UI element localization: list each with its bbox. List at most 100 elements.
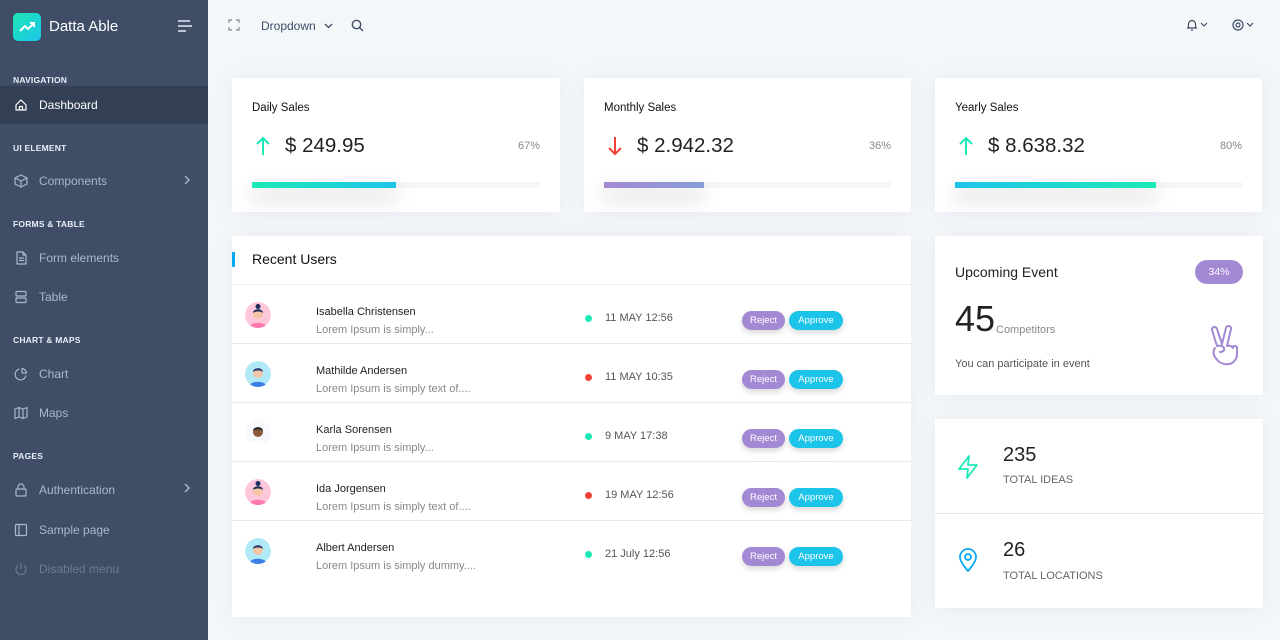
event-title: Upcoming Event <box>955 264 1058 280</box>
recent-users-card: Recent Users Isabella Christensen Lorem … <box>232 236 911 617</box>
user-description: Lorem Ipsum is simply text of.... <box>316 383 471 395</box>
progress-bar <box>955 182 1242 188</box>
event-badge: 34% <box>1195 260 1243 284</box>
nav-caption: PAGES <box>13 451 44 461</box>
sidebar-item-sample-page[interactable]: Sample page <box>0 510 208 550</box>
stat-title: Monthly Sales <box>604 102 677 114</box>
stat-value: $ 2.942.32 <box>637 134 734 157</box>
user-description: Lorem Ipsum is simply text of.... <box>316 501 471 513</box>
progress-fill <box>604 182 705 188</box>
sidebar-item-label: Table <box>39 290 68 304</box>
stat-value: $ 8.638.32 <box>988 134 1085 157</box>
table-row: Albert Andersen Lorem Ipsum is simply du… <box>232 521 911 580</box>
sidebar-item-table[interactable]: Table <box>0 278 208 316</box>
reject-button[interactable]: Reject <box>742 311 785 330</box>
gear-icon[interactable] <box>1231 18 1255 32</box>
sidebar-item-label: Disabled menu <box>39 562 120 576</box>
status-dot <box>585 551 592 558</box>
ideas-label: TOTAL IDEAS <box>1003 474 1074 486</box>
power-icon <box>15 563 27 576</box>
arrow-up-icon <box>256 136 270 155</box>
user-date: 21 July 12:56 <box>605 548 671 560</box>
sidebar-item-authentication[interactable]: Authentication <box>0 470 208 510</box>
arrow-up-icon <box>959 136 973 155</box>
chevron-right-icon <box>184 175 190 185</box>
sidebar-item-label: Authentication <box>39 483 116 497</box>
avatar <box>245 538 271 564</box>
server-icon <box>15 290 27 304</box>
menu-toggle-icon[interactable] <box>177 19 193 33</box>
victory-hand-icon <box>1210 324 1238 366</box>
locations-label: TOTAL LOCATIONS <box>1003 570 1103 582</box>
nav-caption: UI ELEMENT <box>13 143 67 153</box>
brand[interactable]: Datta Able <box>0 0 208 53</box>
status-dot <box>585 315 592 322</box>
user-name: Mathilde Andersen <box>316 365 408 377</box>
status-dot <box>585 433 592 440</box>
chevron-down-icon <box>324 23 333 29</box>
stat-title: Yearly Sales <box>955 102 1019 114</box>
trending-up-icon <box>13 12 41 41</box>
sidebar-item-label: Dashboard <box>39 98 98 112</box>
progress-fill <box>955 182 1156 188</box>
sidebar-item-form-elements[interactable]: Form elements <box>0 238 208 278</box>
user-date: 19 MAY 12:56 <box>605 489 674 501</box>
user-description: Lorem Ipsum is simply... <box>316 442 434 454</box>
table-row: Karla Sorensen Lorem Ipsum is simply... … <box>232 403 911 462</box>
approve-button[interactable]: Approve <box>789 429 843 448</box>
reject-button[interactable]: Reject <box>742 370 785 389</box>
sidebar-item-components[interactable]: Components <box>0 162 208 200</box>
zap-icon <box>958 455 978 479</box>
table-row: Ida Jorgensen Lorem Ipsum is simply text… <box>232 462 911 521</box>
approve-button[interactable]: Approve <box>789 547 843 566</box>
reject-button[interactable]: Reject <box>742 547 785 566</box>
avatar <box>245 302 271 328</box>
header-dropdown-label: Dropdown <box>261 19 316 33</box>
approve-button[interactable]: Approve <box>789 311 843 330</box>
user-name: Ida Jorgensen <box>316 483 386 495</box>
progress-fill <box>252 182 396 188</box>
map-pin-icon <box>959 548 977 572</box>
reject-button[interactable]: Reject <box>742 429 785 448</box>
file-text-icon <box>16 251 27 265</box>
approve-button[interactable]: Approve <box>789 488 843 507</box>
sidebar-item-maps[interactable]: Maps <box>0 394 208 432</box>
header-dropdown[interactable]: Dropdown <box>261 19 333 33</box>
lock-icon <box>15 483 27 497</box>
sidebar-icon <box>14 523 28 537</box>
arrow-down-icon <box>608 137 622 156</box>
user-name: Isabella Christensen <box>316 306 416 318</box>
sidebar-item-label: Form elements <box>39 251 120 265</box>
title-marker <box>232 252 235 267</box>
event-count-label: Competitors <box>996 324 1056 336</box>
sidebar-item-label: Components <box>39 174 108 188</box>
approve-button[interactable]: Approve <box>789 370 843 389</box>
reject-button[interactable]: Reject <box>742 488 785 507</box>
sidebar-item-chart[interactable]: Chart <box>0 354 208 394</box>
search-icon[interactable] <box>351 19 364 32</box>
totals-card: 235 TOTAL IDEAS 26 TOTAL LOCATIONS <box>935 419 1263 608</box>
progress-bar <box>252 182 540 188</box>
sidebar-item-dashboard[interactable]: Dashboard <box>0 86 208 124</box>
divider <box>232 284 911 285</box>
user-description: Lorem Ipsum is simply... <box>316 324 434 336</box>
sidebar-item-label: Chart <box>39 367 69 381</box>
daily-sales-card: Daily Sales $ 249.95 67% <box>232 78 560 212</box>
stat-percent: 67% <box>517 140 540 152</box>
total-ideas-row: 235 TOTAL IDEAS <box>935 419 1263 514</box>
bell-icon[interactable] <box>1185 18 1209 32</box>
status-dot <box>585 492 592 499</box>
upcoming-event-card: Upcoming Event 34% 45 Competitors You ca… <box>935 236 1263 395</box>
divider <box>935 513 1263 514</box>
status-dot <box>585 374 592 381</box>
locations-value: 26 <box>1003 539 1026 561</box>
nav-caption: FORMS & TABLE <box>13 219 85 229</box>
table-row: Mathilde Andersen Lorem Ipsum is simply … <box>232 344 911 403</box>
stat-percent: 36% <box>868 140 891 152</box>
stat-percent: 80% <box>1219 140 1242 152</box>
user-date: 11 MAY 10:35 <box>605 371 673 383</box>
chevron-right-icon <box>184 483 190 493</box>
fullscreen-icon[interactable] <box>228 19 240 31</box>
pie-chart-icon <box>14 367 28 381</box>
avatar <box>245 361 271 387</box>
